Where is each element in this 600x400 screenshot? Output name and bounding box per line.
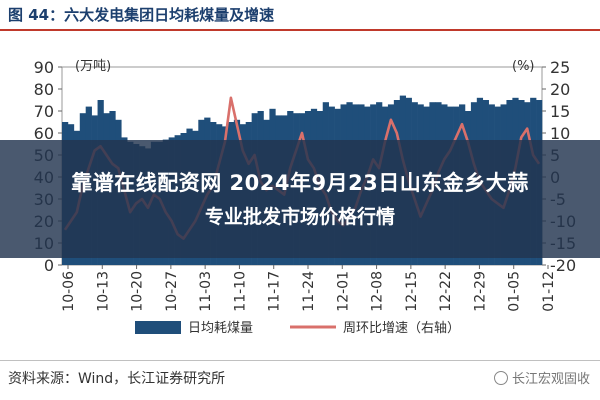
left-axis-unit: (万吨) [75,59,111,74]
right-axis-tick-label: 10 [550,124,570,143]
left-axis-tick-label: 90 [34,58,54,77]
x-axis-tick-label: 01-12 [541,271,557,312]
x-axis-tick-label: 01-05 [507,271,523,312]
x-axis-tick-label: 10-27 [164,271,180,312]
x-axis-tick-label: 11-17 [267,271,283,312]
watermark-text: 长江宏观固收 [511,372,590,387]
right-axis-unit: (%) [512,59,535,74]
left-axis-tick-label: 60 [34,124,54,143]
footer-rule [0,360,600,361]
x-axis-tick-label: 12-08 [370,271,386,312]
wechat-logo-icon [493,371,508,385]
right-axis-tick-label: -20 [550,256,576,275]
headline-line-2: 专业批发市场价格行情 [204,206,395,228]
x-axis-tick-label: 10-20 [130,271,146,312]
x-axis-tick-label: 12-29 [472,271,488,312]
right-axis-tick-label: 15 [550,102,570,121]
source-note: 资料来源：Wind，长江证券研究所 [8,371,226,387]
title-rule [0,29,600,31]
figure-title: 图 44：六大发电集团日均耗煤量及增速 [8,6,275,24]
x-axis-tick-label: 10-13 [95,271,111,312]
watermark: 长江宏观固收 [493,368,590,387]
right-axis-tick-label: 25 [550,58,570,77]
legend-label-line: 周环比增速（右轴） [343,321,460,336]
legend-swatch-bar [135,321,181,334]
headline-line-1: 靠谱在线配资网 2024年9月23日山东金乡大蒜 [71,171,529,195]
x-axis-tick-label: 12-15 [404,271,420,312]
title-bar: 图 44：六大发电集团日均耗煤量及增速 [0,0,600,31]
x-axis-tick-label: 12-22 [438,271,454,312]
x-axis-tick-label: 11-03 [198,271,214,312]
left-axis-tick-label: 70 [34,102,54,121]
x-axis-tick-label: 11-24 [301,271,317,312]
left-axis-tick-label: 80 [34,80,54,99]
legend: 日均耗煤量 周环比增速（右轴） [135,321,460,336]
left-axis-tick-label: 0 [44,256,54,275]
legend-label-bar: 日均耗煤量 [188,321,253,336]
right-axis-tick-label: 20 [550,80,570,99]
article-headline-banner: 靠谱在线配资网 2024年9月23日山东金乡大蒜 专业批发市场价格行情 [0,140,600,258]
x-axis-tick-label: 10-06 [61,271,77,312]
x-axis-tick-label: 11-10 [232,271,248,312]
x-axis-tick-label: 12-01 [335,271,351,312]
